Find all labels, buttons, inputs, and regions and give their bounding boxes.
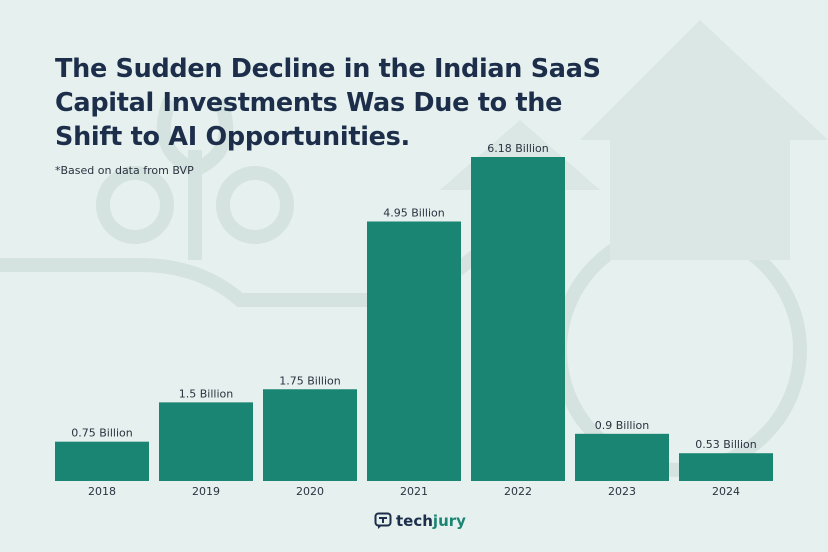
data-label: 0.75 Billion (71, 427, 132, 440)
techjury-logo: techjury (374, 512, 466, 530)
x-tick-label: 2019 (192, 485, 220, 498)
logo-text-jury: jury (432, 512, 466, 530)
bar-2024 (679, 453, 773, 481)
arrow-up-icon (580, 20, 828, 260)
plant-icon (156, 97, 234, 260)
data-label: 1.5 Billion (179, 387, 233, 400)
data-label: 4.95 Billion (383, 206, 444, 219)
coin-icon (216, 166, 294, 244)
x-tick-label: 2020 (296, 485, 324, 498)
data-label: 1.75 Billion (279, 374, 340, 387)
bar-2021 (367, 221, 461, 481)
x-tick-label: 2018 (88, 485, 116, 498)
bar-2023 (575, 433, 669, 481)
bar-2020 (263, 389, 357, 481)
x-tick-label: 2024 (712, 485, 740, 498)
data-label: 0.9 Billion (595, 419, 649, 432)
bar-2022 (471, 157, 565, 481)
coin-icon (96, 166, 174, 244)
x-tick-label: 2021 (400, 485, 428, 498)
data-label: 6.18 Billion (487, 142, 548, 155)
x-tick-label: 2022 (504, 485, 532, 498)
data-label: 0.53 Billion (695, 438, 756, 451)
x-tick-label: 2023 (608, 485, 636, 498)
bar-2019 (159, 402, 253, 481)
chart-subtitle: *Based on data from BVP (55, 164, 194, 177)
bar-2018 (55, 441, 149, 481)
chart-title: The Sudden Decline in the Indian SaaS Ca… (55, 54, 601, 152)
chat-icon (374, 512, 392, 529)
logo-text-tech: tech (396, 512, 433, 530)
